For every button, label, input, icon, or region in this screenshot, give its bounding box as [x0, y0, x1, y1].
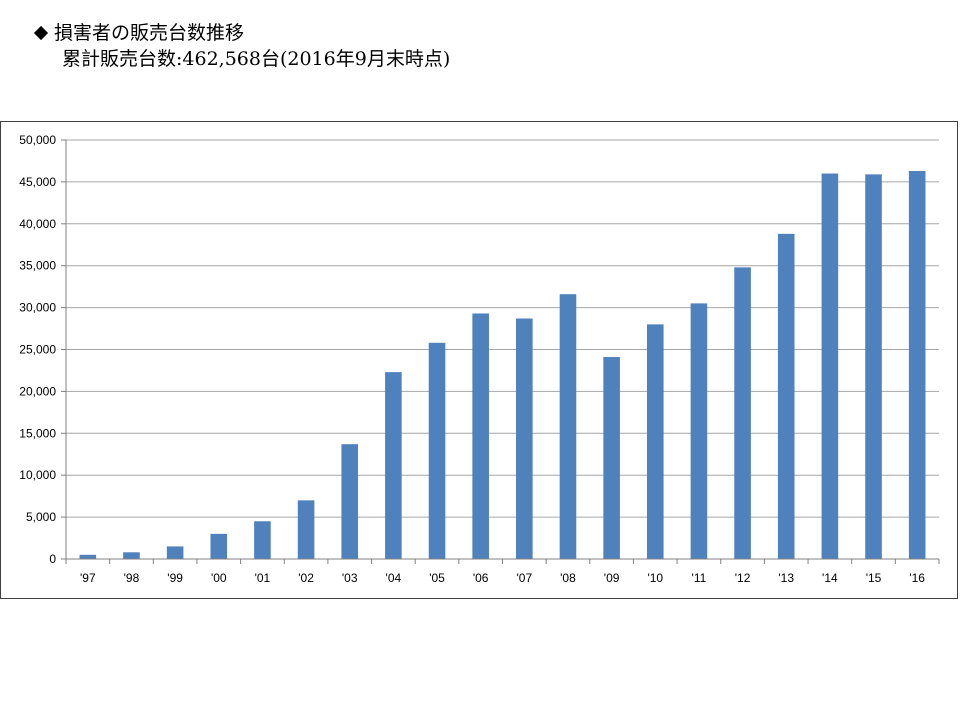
- x-tick-label: '02: [298, 571, 314, 585]
- bar: [865, 174, 882, 559]
- page-subtitle: 累計販売台数:462,568台(2016年9月末時点): [62, 48, 451, 70]
- bars: [79, 171, 926, 560]
- bar: [385, 372, 402, 559]
- bar: [908, 171, 926, 560]
- x-tick-label: '04: [386, 571, 402, 585]
- x-tick-label: '07: [517, 571, 533, 585]
- x-tick-label: '01: [255, 571, 271, 585]
- bar: [603, 357, 620, 559]
- y-tick-label: 40,000: [19, 217, 56, 231]
- x-tick-label: '14: [822, 571, 838, 585]
- bar: [777, 233, 795, 559]
- gridlines: [66, 139, 939, 560]
- diamond-bullet-icon: [33, 25, 49, 41]
- x-tick-label: '06: [473, 571, 489, 585]
- x-tick-label: '16: [909, 571, 925, 585]
- y-tick-label: 5,000: [26, 510, 56, 524]
- bar: [559, 294, 577, 559]
- bar: [646, 324, 664, 559]
- bar: [297, 500, 315, 559]
- y-tick-label: 10,000: [19, 468, 56, 482]
- bar: [79, 554, 97, 559]
- y-tick-label: 35,000: [19, 259, 56, 273]
- bar-chart: 0 5,000 10,000 15,000 20,000 25,000 30,000 35,0…: [19, 133, 940, 585]
- y-tick-label: 45,000: [19, 175, 56, 189]
- x-tick-label: '97: [80, 571, 96, 585]
- x-axis: '97 '98 '99 '00 '01 '02 '03 '04 '05 '06 '07 '08 '09 '…: [65, 558, 940, 585]
- y-tick-label: 25,000: [19, 343, 56, 357]
- x-tick-label: '05: [429, 571, 445, 585]
- x-tick-label: '09: [604, 571, 620, 585]
- y-tick-label: 30,000: [19, 301, 56, 315]
- x-tick-label: '00: [211, 571, 227, 585]
- title-line: 損害者の販売台数推移: [32, 20, 450, 46]
- y-tick-label: 15,000: [19, 426, 56, 440]
- x-tick-label: '99: [167, 571, 183, 585]
- bar: [254, 521, 271, 559]
- y-tick-label: 20,000: [19, 384, 56, 398]
- y-tick-label: 0: [49, 552, 56, 566]
- bar: [341, 444, 359, 559]
- x-tick-label: '13: [778, 571, 794, 585]
- bar: [472, 313, 489, 559]
- bar: [166, 546, 184, 559]
- y-tick-label: 50,000: [19, 133, 56, 147]
- x-tick-label: '11: [692, 571, 707, 585]
- chart-frame: 0 5,000 10,000 15,000 20,000 25,000 30,000 35,0…: [0, 121, 958, 599]
- x-tick-label: '03: [342, 571, 358, 585]
- x-tick-label: '10: [647, 571, 663, 585]
- x-tick-label: '98: [124, 571, 140, 585]
- y-axis: 0 5,000 10,000 15,000 20,000 25,000 30,000 35,0…: [19, 133, 67, 566]
- chart-header: 損害者の販売台数推移 累計販売台数:462,568台(2016年9月末時点): [32, 20, 450, 72]
- bar: [210, 533, 228, 559]
- x-tick-label: '15: [866, 571, 882, 585]
- bar: [428, 342, 446, 559]
- x-tick-label: '08: [560, 571, 576, 585]
- x-tick-label: '12: [735, 571, 751, 585]
- bar: [734, 267, 751, 559]
- bar: [516, 318, 533, 559]
- page-title: 損害者の販売台数推移: [54, 22, 245, 44]
- bar: [123, 552, 140, 559]
- bar: [821, 173, 839, 559]
- bar: [690, 303, 708, 559]
